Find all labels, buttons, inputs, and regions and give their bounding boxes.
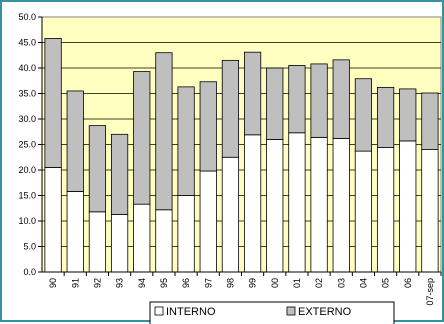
x-tick-label: 01 — [292, 278, 302, 288]
bar-interno-05 — [376, 147, 395, 273]
bar-interno-07-sep — [421, 149, 439, 273]
bar-interno-00 — [266, 138, 284, 273]
bar-interno-99 — [243, 134, 262, 273]
bars — [44, 38, 439, 273]
bar-interno-04 — [354, 150, 373, 273]
bar-externo-96 — [177, 86, 195, 196]
gridlines — [42, 42, 441, 247]
bar-interno-03 — [332, 137, 350, 273]
bar-externo-90 — [44, 38, 62, 168]
bar-externo-98 — [221, 59, 240, 158]
legend-label-externo: EXTERNO — [298, 306, 352, 318]
bar-interno-06 — [399, 140, 417, 273]
bar-interno-93 — [110, 213, 129, 273]
x-tick-label: 93 — [115, 278, 125, 288]
y-tick-label: 25.0 — [18, 140, 36, 150]
bar-externo-97 — [199, 81, 217, 172]
legend-swatch-interno — [154, 306, 164, 316]
x-tick-label: 90 — [48, 278, 58, 288]
bar-interno-02 — [310, 136, 328, 273]
x-tick-label: 05 — [381, 278, 391, 288]
x-tick-label: 00 — [270, 278, 280, 288]
x-tick-label: 91 — [70, 278, 80, 288]
bar-externo-06 — [399, 88, 417, 142]
bar-externo-03 — [332, 59, 350, 139]
x-tick-label: 03 — [336, 278, 346, 288]
x-tick-label: 07-sep — [425, 278, 435, 306]
x-tick-label: 06 — [403, 278, 413, 288]
bar-externo-01 — [288, 65, 306, 134]
bar-externo-94 — [133, 71, 151, 205]
y-axis: 0.0 5.0 10.0 15.0 20.0 25.0 30.0 35.0 40.0 45.0 50… — [18, 12, 43, 277]
bar-externo-02 — [310, 63, 328, 138]
legend: INTERNO EXTERNO — [149, 301, 395, 324]
x-tick-label: 99 — [248, 278, 258, 288]
bar-interno-94 — [133, 203, 151, 273]
x-tick-label: 98 — [225, 278, 235, 288]
y-tick-label: 45.0 — [18, 38, 36, 48]
bar-interno-90 — [44, 167, 62, 273]
y-tick-label: 15.0 — [18, 191, 36, 201]
bar-interno-97 — [199, 170, 217, 273]
bar-externo-07-sep — [421, 92, 439, 150]
y-tick-label: 5.0 — [23, 242, 36, 252]
y-tick-label: 50.0 — [18, 12, 36, 22]
x-axis: 90 91 92 93 94 95 96 97 98 99 00 01 02 03 04 05 06 07-sep — [42, 271, 442, 306]
legend-label-interno: INTERNO — [166, 306, 216, 318]
y-tick-label: 40.0 — [18, 63, 36, 73]
legend-swatch-externo — [286, 306, 296, 316]
bar-interno-91 — [66, 191, 84, 273]
bar-externo-95 — [155, 52, 173, 211]
bar-interno-01 — [288, 132, 306, 273]
y-tick-label: 0.0 — [23, 267, 36, 277]
y-tick-label: 10.0 — [18, 216, 36, 226]
bar-externo-91 — [66, 90, 84, 192]
x-tick-label: 97 — [203, 278, 213, 288]
bar-interno-92 — [88, 211, 107, 273]
bar-interno-95 — [155, 209, 173, 273]
bar-interno-96 — [177, 195, 195, 273]
bar-interno-98 — [221, 156, 240, 273]
x-tick-label: 02 — [314, 278, 324, 288]
x-tick-label: 96 — [181, 278, 191, 288]
bar-externo-93 — [110, 133, 129, 215]
bar-externo-99 — [243, 51, 262, 136]
y-tick-label: 30.0 — [18, 114, 36, 124]
x-tick-label: 04 — [358, 278, 368, 288]
x-tick-label: 94 — [137, 278, 147, 288]
y-tick-label: 20.0 — [18, 165, 36, 175]
bar-externo-05 — [376, 86, 395, 148]
x-tick-label: 92 — [92, 278, 102, 288]
bar-externo-00 — [266, 67, 284, 140]
legend-box — [149, 301, 395, 324]
x-tick-label: 95 — [159, 278, 169, 288]
y-tick-label: 35.0 — [18, 89, 36, 99]
bar-externo-04 — [354, 78, 373, 152]
bar-externo-92 — [88, 125, 107, 213]
